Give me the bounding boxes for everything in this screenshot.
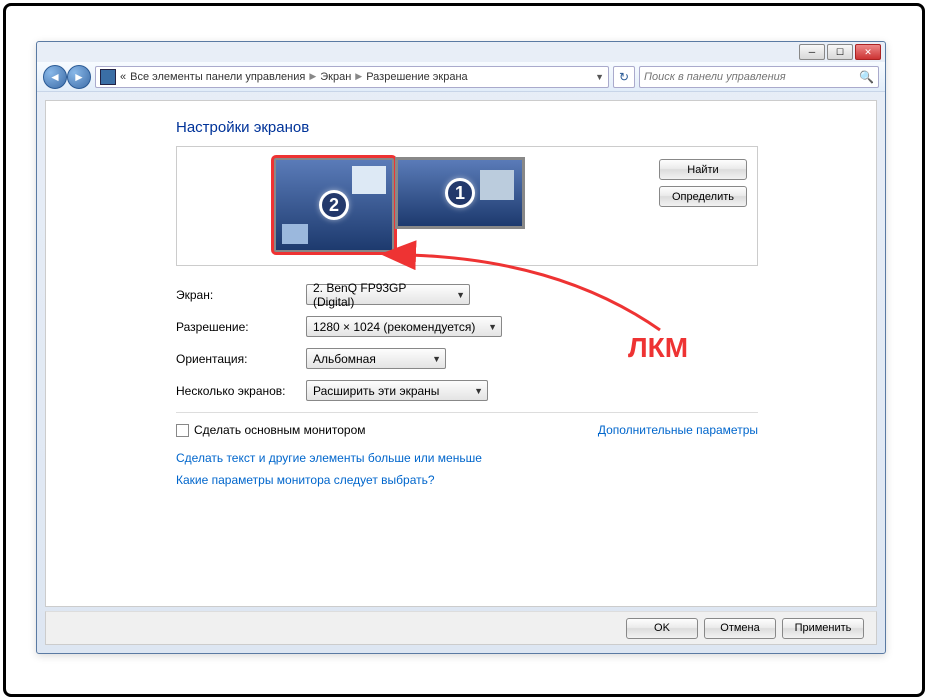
text-size-link[interactable]: Сделать текст и другие элементы больше и… [176, 451, 758, 465]
chevron-right-icon: ▶ [309, 71, 316, 82]
content-area: Настройки экранов 2 1 Найти Определить [45, 100, 877, 607]
display-label: Экран: [176, 288, 306, 302]
monitor-2[interactable]: 2 [273, 157, 395, 253]
close-button[interactable]: ✕ [855, 44, 881, 60]
breadcrumb-item[interactable]: Экран [320, 71, 351, 83]
cancel-button[interactable]: Отмена [704, 618, 776, 639]
annotation-label: ЛКМ [628, 332, 688, 364]
chevron-down-icon: ▼ [426, 354, 441, 364]
breadcrumb-root: « [120, 71, 126, 83]
resolution-dropdown[interactable]: 1280 × 1024 (рекомендуется) ▼ [306, 316, 502, 337]
search-icon[interactable]: 🔍 [859, 70, 874, 84]
window: ─ ☐ ✕ ◄ ► « Все элементы панели управлен… [36, 41, 886, 654]
orientation-label: Ориентация: [176, 352, 306, 366]
search-box[interactable]: 🔍 [639, 66, 879, 88]
maximize-button[interactable]: ☐ [827, 44, 853, 60]
orientation-dropdown[interactable]: Альбомная ▼ [306, 348, 446, 369]
dropdown-value: Расширить эти экраны [313, 384, 439, 398]
resolution-label: Разрешение: [176, 320, 306, 334]
back-button[interactable]: ◄ [43, 65, 67, 89]
dropdown-value: Альбомная [313, 352, 376, 366]
advanced-settings-link[interactable]: Дополнительные параметры [598, 423, 758, 437]
control-panel-icon [100, 69, 116, 85]
which-settings-link[interactable]: Какие параметры монитора следует выбрать… [176, 473, 758, 487]
make-primary-label: Сделать основным монитором [194, 423, 366, 437]
search-input[interactable] [644, 71, 859, 83]
breadcrumb[interactable]: « Все элементы панели управления ▶ Экран… [95, 66, 609, 88]
footer-bar: OK Отмена Применить [45, 611, 877, 645]
chevron-down-icon: ▼ [450, 290, 465, 300]
forward-button[interactable]: ► [67, 65, 91, 89]
dropdown-value: 2. BenQ FP93GP (Digital) [313, 281, 450, 309]
chevron-right-icon: ▶ [355, 71, 362, 82]
breadcrumb-dropdown-icon[interactable]: ▼ [595, 72, 604, 82]
breadcrumb-item[interactable]: Все элементы панели управления [130, 71, 305, 83]
identify-button[interactable]: Определить [659, 186, 747, 207]
breadcrumb-item[interactable]: Разрешение экрана [366, 71, 467, 83]
multi-display-label: Несколько экранов: [176, 384, 306, 398]
minimize-button[interactable]: ─ [799, 44, 825, 60]
ok-button[interactable]: OK [626, 618, 698, 639]
display-dropdown[interactable]: 2. BenQ FP93GP (Digital) ▼ [306, 284, 470, 305]
dropdown-value: 1280 × 1024 (рекомендуется) [313, 320, 475, 334]
monitor-number: 2 [319, 190, 349, 220]
multi-display-dropdown[interactable]: Расширить эти экраны ▼ [306, 380, 488, 401]
monitor-number: 1 [445, 178, 475, 208]
title-bar: ─ ☐ ✕ [37, 42, 885, 62]
chevron-down-icon: ▼ [468, 386, 483, 396]
page-heading: Настройки экранов [176, 119, 758, 136]
chevron-down-icon: ▼ [482, 322, 497, 332]
nav-bar: ◄ ► « Все элементы панели управления ▶ Э… [37, 62, 885, 92]
monitor-arrangement-panel[interactable]: 2 1 Найти Определить [176, 146, 758, 266]
monitor-1[interactable]: 1 [395, 157, 525, 229]
refresh-button[interactable]: ↻ [613, 66, 635, 88]
find-button[interactable]: Найти [659, 159, 747, 180]
make-primary-checkbox[interactable] [176, 424, 189, 437]
apply-button[interactable]: Применить [782, 618, 864, 639]
